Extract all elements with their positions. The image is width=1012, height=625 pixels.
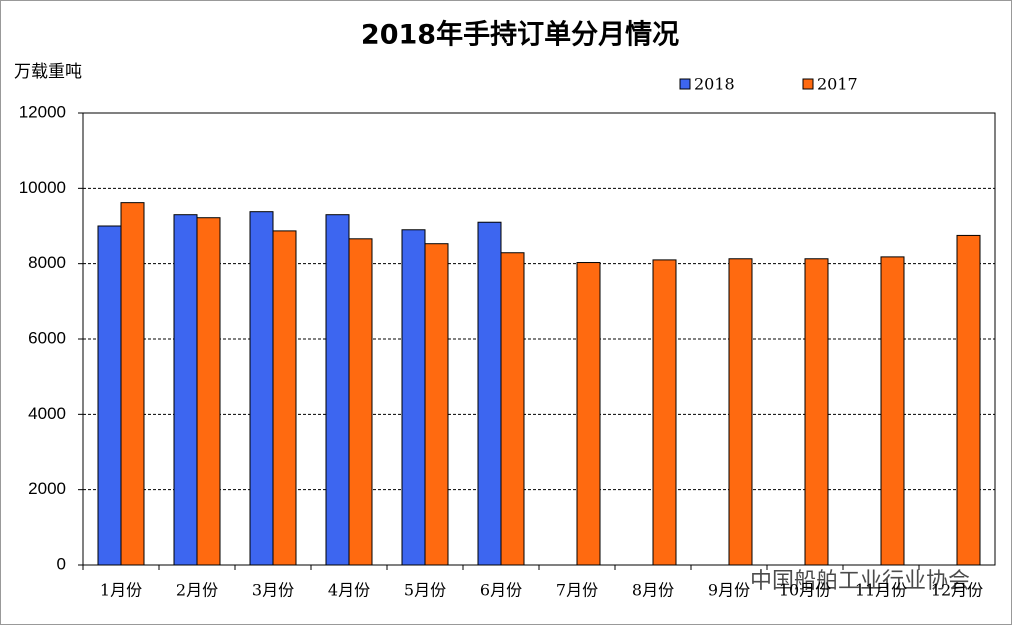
x-tick-label: 2月份 [176,581,218,600]
bar [728,258,753,566]
y-tick-label: 10000 [19,178,66,197]
bar [173,214,198,566]
bar [652,259,677,566]
x-tick-label: 6月份 [480,581,522,600]
x-tick-label: 12月份 [931,581,983,600]
y-tick-label: 6000 [28,328,66,347]
bar [500,252,525,566]
bar [325,214,350,566]
bar [97,225,122,566]
x-tick-label: 5月份 [404,581,446,600]
y-axis-label: 万载重吨 [14,62,82,82]
bar [249,211,274,566]
x-tick-label: 3月份 [252,581,294,600]
legend-label: 2018 [694,75,735,94]
bar [424,243,449,566]
bar [956,234,981,566]
bar [804,258,829,566]
y-tick-label: 12000 [19,102,66,121]
bar [477,221,502,566]
y-tick-label: 8000 [28,253,66,272]
x-tick-label: 7月份 [556,581,598,600]
y-tick-label: 2000 [28,479,66,498]
bar [120,202,145,566]
y-tick-label: 4000 [28,404,66,423]
chart-title: 2018年手持订单分月情况 [361,19,679,51]
bar [272,230,297,566]
y-tick-label: 0 [57,554,66,573]
bar [401,229,426,566]
x-tick-label: 11月份 [855,581,907,600]
x-tick-label: 4月份 [328,581,370,600]
x-tick-label: 10月份 [779,581,831,600]
x-tick-label: 1月份 [100,581,142,600]
plot: 0 2000 4000 6000 8000 10000 12000 1月份 2月份 3月份 4月份 5… [19,75,996,600]
watermark: 中国船舶工业行业协会 [750,569,970,594]
bar [576,262,601,566]
x-tick-label: 9月份 [708,581,750,600]
legend-swatch [802,78,814,90]
bar [348,238,373,566]
legend-label: 2017 [817,75,858,94]
bar [196,217,221,566]
bar [880,256,905,566]
x-tick-label: 8月份 [632,581,674,600]
legend-swatch [679,78,691,90]
